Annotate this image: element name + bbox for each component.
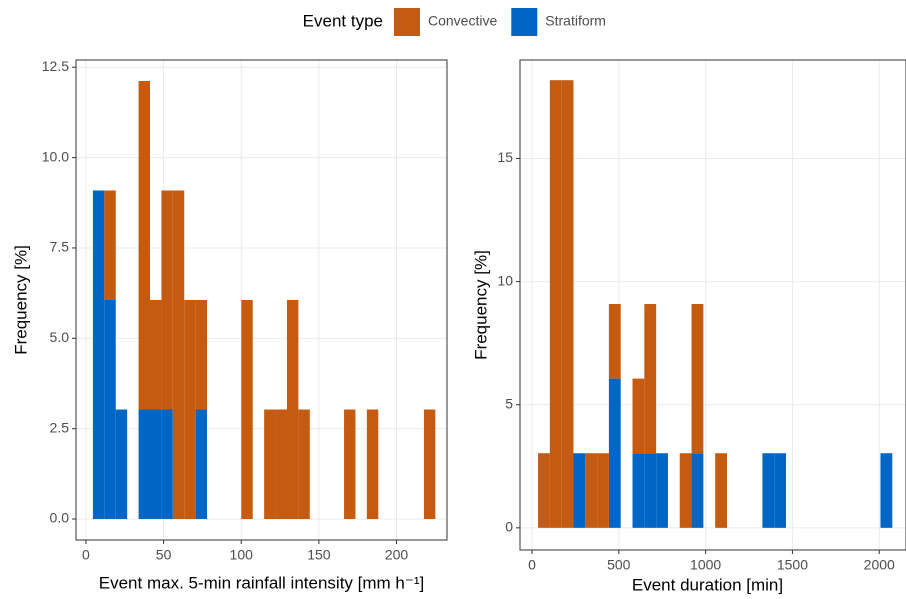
bar <box>585 453 598 528</box>
y-tick-label: 10 <box>497 272 513 288</box>
bar <box>691 304 704 454</box>
x-tick-label: 500 <box>607 557 631 573</box>
bar <box>149 300 162 410</box>
bar <box>573 453 586 528</box>
y-tick-label: 7.5 <box>50 239 70 255</box>
legend-title: Event type <box>303 11 383 30</box>
x-tick-label: 0 <box>82 547 90 563</box>
bar <box>880 453 893 528</box>
x-axis-label: Event max. 5-min rainfall intensity [mm … <box>99 573 424 592</box>
bar <box>104 190 116 300</box>
bar <box>149 409 162 520</box>
y-axis-label: Frequency [%] <box>11 245 30 355</box>
bar <box>608 304 621 379</box>
bar <box>104 300 116 520</box>
bar <box>184 300 196 520</box>
bar <box>286 300 299 520</box>
legend-swatch <box>511 8 538 36</box>
x-tick-label: 100 <box>230 547 254 563</box>
x-tick-label: 1500 <box>777 557 808 573</box>
bar <box>597 453 609 528</box>
bar <box>423 409 436 520</box>
bar <box>138 80 150 410</box>
bar <box>344 409 356 520</box>
bar <box>644 453 657 528</box>
y-tick-label: 5 <box>505 395 513 411</box>
bar <box>608 378 621 528</box>
bar <box>366 409 379 520</box>
bar <box>644 304 657 454</box>
legend-label: Stratiform <box>545 13 606 29</box>
bar <box>161 409 173 520</box>
y-tick-label: 0.0 <box>50 510 70 526</box>
x-tick-label: 1000 <box>690 557 721 573</box>
x-tick-label: 200 <box>385 547 409 563</box>
y-axis-label: Frequency [%] <box>471 250 490 360</box>
bar <box>561 80 574 528</box>
bar <box>115 409 128 520</box>
bar <box>172 190 185 520</box>
bar <box>264 409 276 520</box>
bar <box>195 300 208 410</box>
bar <box>774 453 787 528</box>
y-tick-label: 12.5 <box>42 58 69 74</box>
bar <box>538 453 550 528</box>
x-tick-label: 150 <box>307 547 331 563</box>
plot-border <box>75 59 448 541</box>
bar <box>632 453 645 528</box>
bar <box>691 453 704 528</box>
x-tick-label: 50 <box>156 547 172 563</box>
bar <box>656 453 668 528</box>
legend-label: Convective <box>428 13 497 29</box>
bar <box>762 453 775 528</box>
y-tick-label: 0 <box>505 519 513 535</box>
bar <box>161 190 173 410</box>
bar <box>632 378 645 454</box>
bar <box>679 453 692 528</box>
bar <box>138 409 150 520</box>
legend-swatch <box>394 8 420 36</box>
x-axis-label: Event duration [min] <box>632 575 783 594</box>
bar <box>715 453 727 528</box>
plot-border <box>519 59 906 551</box>
y-tick-label: 10.0 <box>42 148 69 164</box>
y-tick-label: 2.5 <box>50 419 70 435</box>
bar <box>195 409 208 520</box>
y-tick-label: 5.0 <box>50 329 70 345</box>
y-tick-label: 15 <box>497 149 513 165</box>
bar <box>298 409 310 520</box>
bar <box>92 190 105 520</box>
x-tick-label: 0 <box>528 557 536 573</box>
bar <box>275 409 287 520</box>
bar <box>241 300 253 520</box>
x-tick-label: 2000 <box>864 557 895 573</box>
bar <box>549 80 562 528</box>
